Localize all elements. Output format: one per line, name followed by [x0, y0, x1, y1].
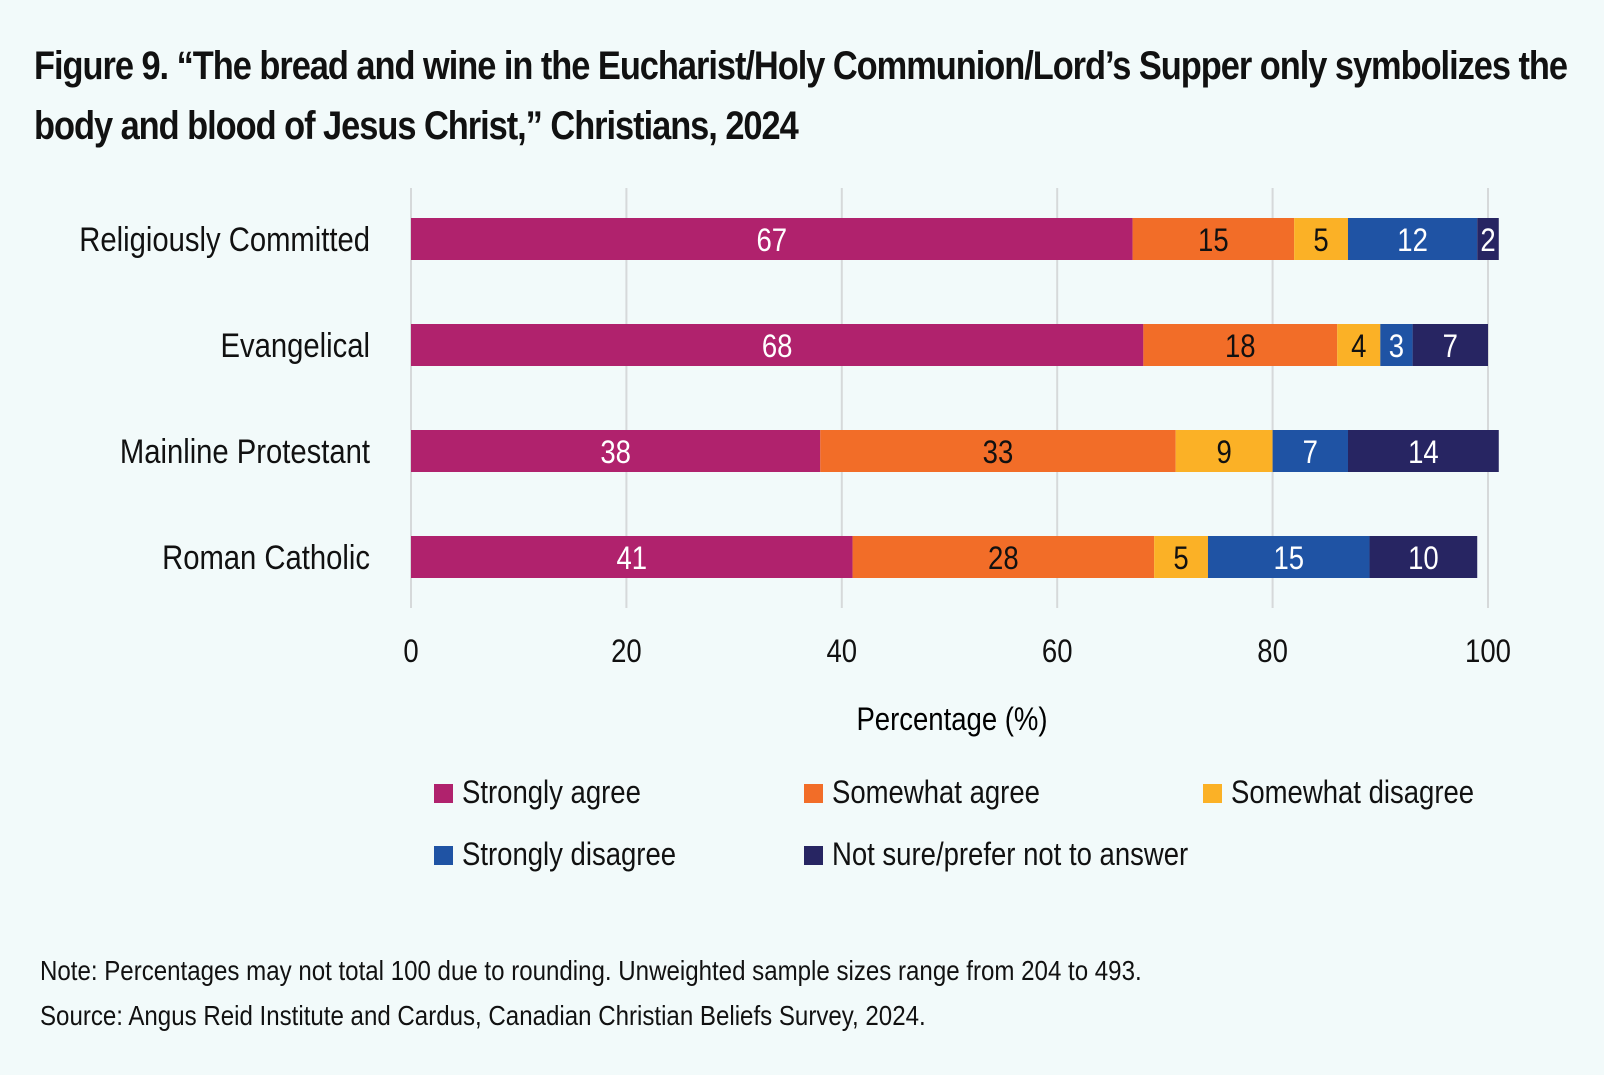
bar-segment [1369, 536, 1478, 578]
bar-segment [1412, 324, 1488, 366]
data-label: 41 [616, 541, 647, 576]
legend-swatch [434, 784, 453, 803]
bar-segment [411, 218, 1133, 260]
legend-swatch [434, 846, 453, 865]
chart-title: Figure 9. “The bread and wine in the Euc… [34, 44, 1568, 148]
legend-label: Somewhat disagree [1231, 775, 1474, 810]
category-label: Roman Catholic [162, 538, 370, 577]
bar-segment [411, 536, 853, 578]
legend-swatch [1203, 784, 1222, 803]
bar-segment [411, 430, 821, 472]
x-tick-label: 0 [403, 634, 418, 669]
bar-segment [820, 430, 1176, 472]
x-tick-labels: 0 20 40 60 80 100 [403, 634, 1511, 669]
data-label: 5 [1313, 223, 1328, 258]
data-label: 15 [1273, 541, 1304, 576]
bar-segment [1380, 324, 1413, 366]
x-axis-label: Percentage (%) [856, 702, 1047, 737]
bar-segment [1337, 324, 1381, 366]
x-tick-label: 60 [1042, 634, 1073, 669]
bar-segment [1132, 218, 1295, 260]
data-label: 18 [1225, 329, 1256, 364]
data-label: 12 [1397, 223, 1428, 258]
bar-segment [1347, 430, 1499, 472]
data-label: 14 [1408, 435, 1439, 470]
data-label: 10 [1408, 541, 1439, 576]
bar-segment [1272, 430, 1348, 472]
data-label: 4 [1351, 329, 1366, 364]
bar-segment [852, 536, 1155, 578]
data-label: 5 [1173, 541, 1188, 576]
bar-segment [1347, 218, 1478, 260]
data-label: 68 [762, 329, 793, 364]
x-tick-label: 40 [826, 634, 857, 669]
data-label: 7 [1303, 435, 1318, 470]
category-label: Religiously Committed [79, 220, 370, 259]
data-label: 7 [1443, 329, 1458, 364]
x-tick-label: 80 [1257, 634, 1288, 669]
category-label: Evangelical [221, 326, 370, 365]
bar-segment [1175, 430, 1273, 472]
data-label: 28 [988, 541, 1019, 576]
data-label: 67 [756, 223, 787, 258]
x-tick-label: 100 [1465, 634, 1511, 669]
category-labels: Religiously Committed Evangelical Mainline… [79, 220, 370, 577]
bar-segment [411, 324, 1144, 366]
category-label: Mainline Protestant [120, 432, 370, 471]
data-label: 3 [1389, 329, 1404, 364]
note-text: Note: Percentages may not total 100 due … [40, 955, 1142, 986]
legend: Strongly agree Somewhat agree Somewhat dis… [434, 775, 1474, 873]
source-text: Source: Angus Reid Institute and Cardus,… [40, 1000, 926, 1031]
bars: 67 15 5 12 2 68 18 4 3 7 38 33 9 7 14 41 28 5 15 10 [411, 218, 1499, 578]
bar-segment [1143, 324, 1338, 366]
data-label: 9 [1216, 435, 1231, 470]
data-label: 33 [983, 435, 1014, 470]
legend-label: Somewhat agree [832, 775, 1040, 810]
x-tick-label: 20 [611, 634, 642, 669]
legend-label: Not sure/prefer not to answer [832, 837, 1188, 872]
bar-segment [1477, 218, 1499, 260]
legend-swatch [804, 846, 823, 865]
data-label: 2 [1480, 223, 1495, 258]
bar-segment [1154, 536, 1208, 578]
data-label: 15 [1198, 223, 1229, 258]
bar-segment [1294, 218, 1348, 260]
legend-label: Strongly disagree [462, 837, 676, 872]
legend-swatch [804, 784, 823, 803]
bar-segment [1207, 536, 1370, 578]
data-label: 38 [600, 435, 631, 470]
legend-label: Strongly agree [462, 775, 641, 810]
